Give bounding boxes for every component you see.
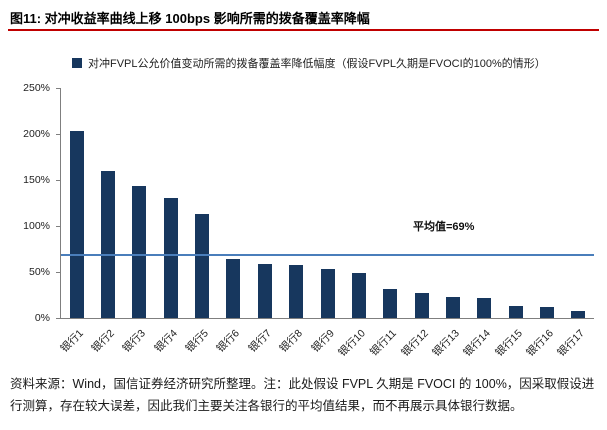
y-tick-mark <box>56 318 60 319</box>
bar-slot <box>437 88 468 318</box>
bar-银行14 <box>477 297 492 318</box>
chart-legend: 对冲FVPL公允价值变动所需的拨备覆盖率降低幅度（假设FVPL久期是FVOCI的… <box>72 55 546 71</box>
bar-slot <box>186 88 217 318</box>
bar-银行8 <box>289 264 304 318</box>
bars <box>61 88 594 318</box>
bar-slot <box>531 88 562 318</box>
bar-银行10 <box>351 272 366 318</box>
bar-slot <box>375 88 406 318</box>
bar-银行16 <box>540 306 555 318</box>
bar-slot <box>563 88 594 318</box>
bar-slot <box>155 88 186 318</box>
legend-swatch <box>72 58 82 68</box>
bar-slot <box>249 88 280 318</box>
y-tick-label: 200% <box>23 128 50 140</box>
bar-slot <box>92 88 123 318</box>
source-note: 资料来源：Wind，国信证券经济研究所整理。注：此处假设 FVPL 久期是 FV… <box>10 377 595 413</box>
bar-银行17 <box>571 310 586 318</box>
y-tick-label: 100% <box>23 220 50 232</box>
bar-银行9 <box>320 269 335 318</box>
bar-银行2 <box>101 170 116 318</box>
bar-银行12 <box>414 293 429 318</box>
title-underline <box>8 29 599 31</box>
bar-slot <box>343 88 374 318</box>
y-tick-mark <box>56 134 60 135</box>
y-tick-mark <box>56 88 60 89</box>
bar-slot <box>61 88 92 318</box>
bar-银行6 <box>226 259 241 318</box>
bar-slot <box>312 88 343 318</box>
bar-slot <box>406 88 437 318</box>
y-tick-label: 0% <box>34 312 50 324</box>
y-tick-mark <box>56 180 60 181</box>
figure-title: 图11: 对冲收益率曲线上移 100bps 影响所需的拨备覆盖率降幅 <box>10 11 370 26</box>
bar-银行13 <box>445 296 460 318</box>
bar-银行5 <box>195 214 210 318</box>
average-line <box>61 253 594 256</box>
bar-slot <box>124 88 155 318</box>
bar-slot <box>218 88 249 318</box>
bar-slot <box>500 88 531 318</box>
plot-area: 平均值=69% <box>60 88 594 319</box>
y-tick-mark <box>56 226 60 227</box>
y-tick-label: 150% <box>23 174 50 186</box>
y-tick-label: 250% <box>23 82 50 94</box>
bar-slot <box>469 88 500 318</box>
y-axis-labels: 0% 50% 100% 150% 200% 250% <box>0 82 60 324</box>
bar-银行4 <box>163 198 178 318</box>
bar-银行3 <box>132 186 147 318</box>
bar-slot <box>281 88 312 318</box>
x-axis-labels: 银行1 银行2 银行3 银行4 银行5 银行6 银行7 银行8 银行9 银行10 银行11 银行12 银… <box>58 320 593 372</box>
y-tick-label: 50% <box>28 266 50 278</box>
legend-label: 对冲FVPL公允价值变动所需的拨备覆盖率降低幅度（假设FVPL久期是FVOCI的… <box>88 58 546 70</box>
bar-银行15 <box>508 306 523 318</box>
bar-银行1 <box>69 131 84 318</box>
y-tick-mark <box>56 272 60 273</box>
average-label: 平均值=69% <box>413 221 475 233</box>
bar-银行7 <box>257 263 272 318</box>
bar-银行11 <box>383 289 398 318</box>
